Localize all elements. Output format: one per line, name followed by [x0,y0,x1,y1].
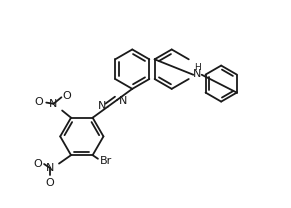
Text: H: H [194,63,201,72]
Text: O: O [33,158,42,168]
Text: Br: Br [100,156,113,166]
Text: O: O [63,91,71,101]
Text: N: N [193,69,202,79]
Text: N: N [46,163,54,173]
Text: N: N [118,96,127,106]
Text: O: O [45,177,54,187]
Text: N: N [98,101,107,111]
Text: N: N [49,99,58,109]
Text: O: O [35,97,43,107]
